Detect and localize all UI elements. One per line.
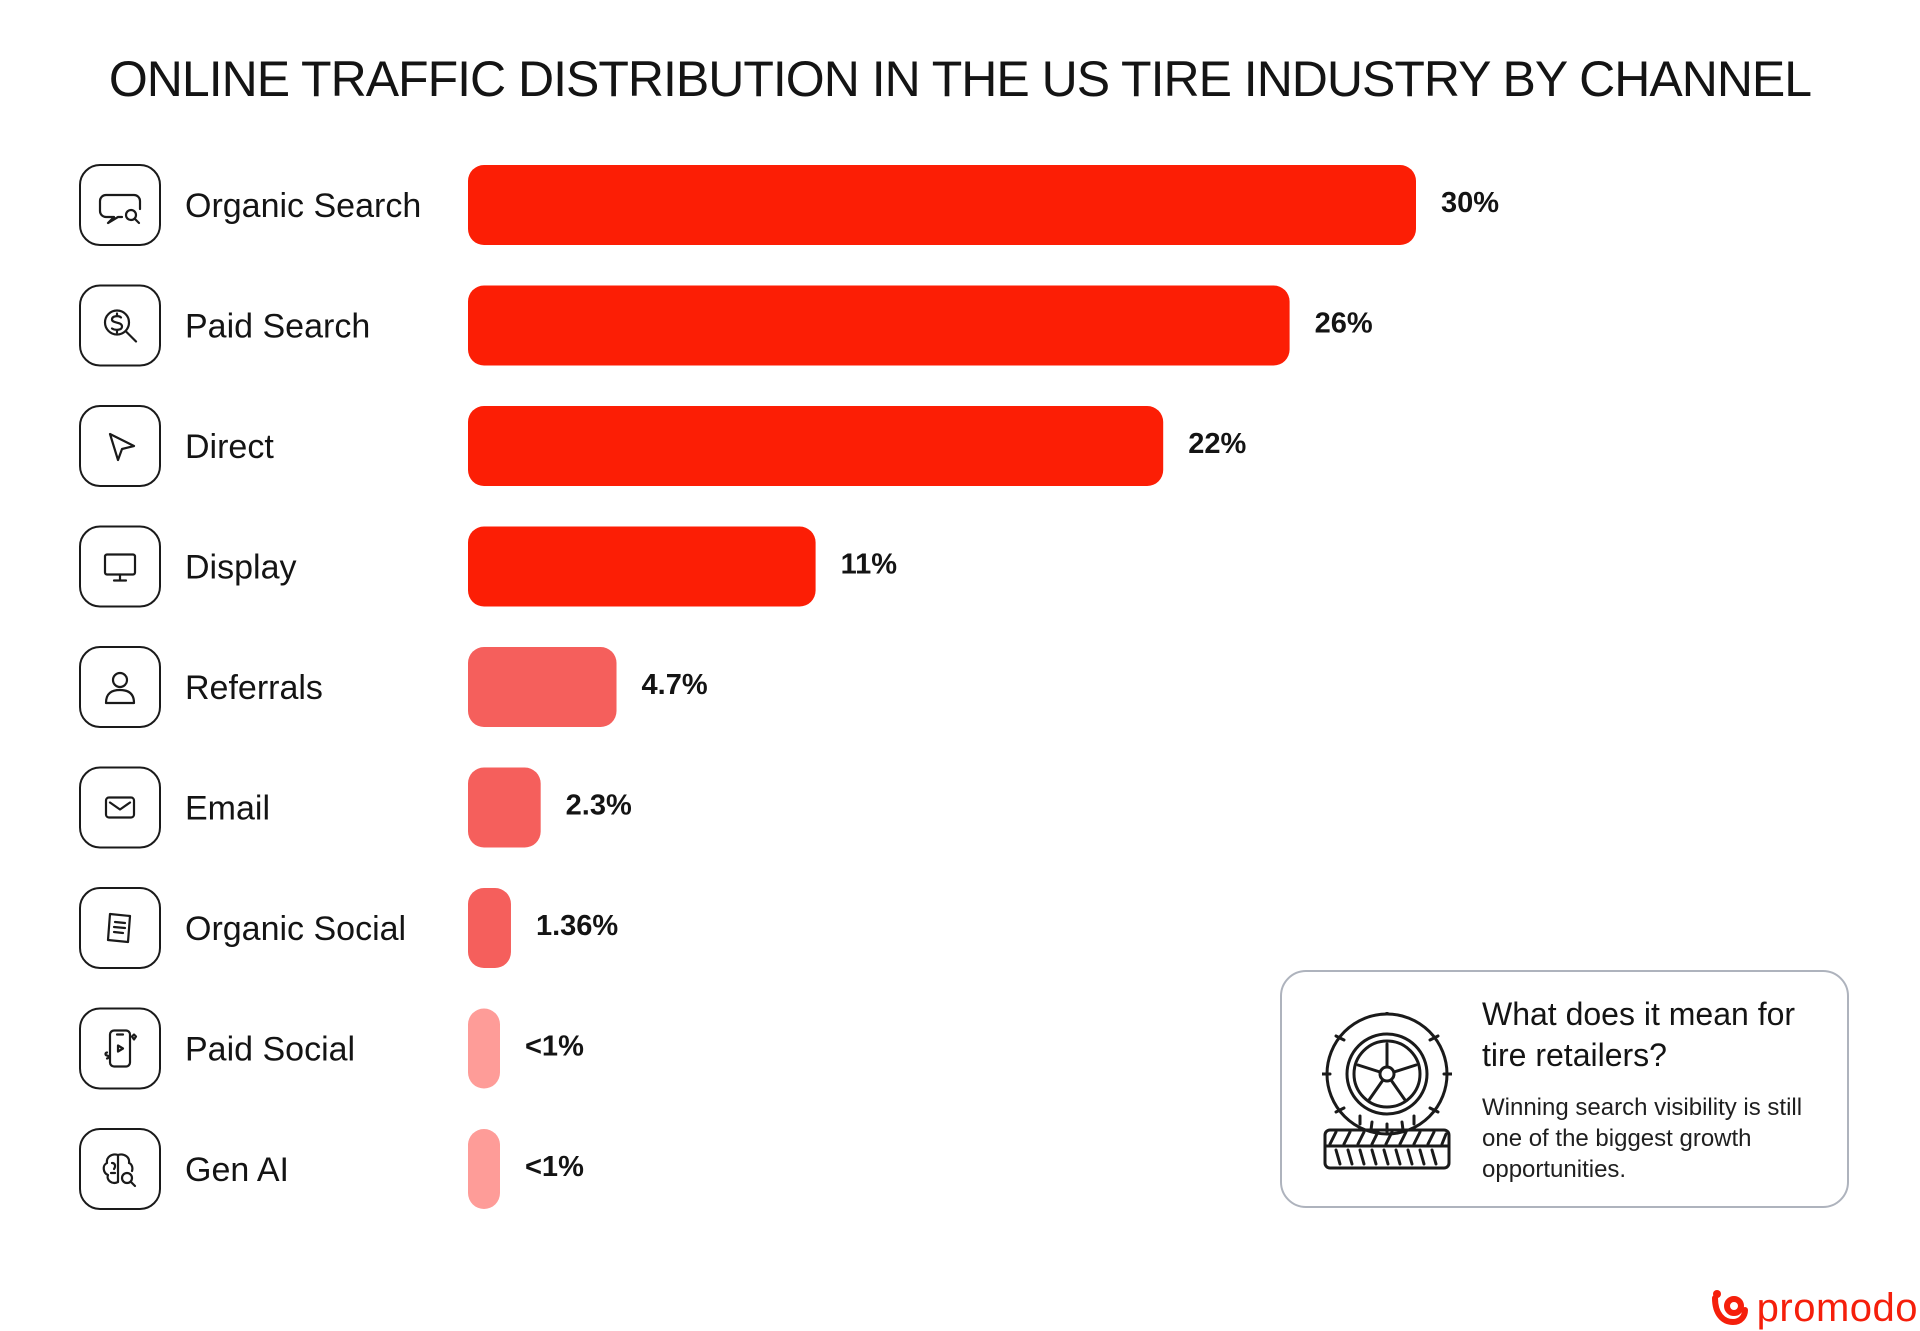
envelope-icon — [79, 766, 161, 849]
user-icon — [79, 646, 161, 728]
phone-social-icon — [79, 1007, 161, 1090]
promodo-logo-icon — [1711, 1290, 1748, 1326]
value-label-organic-social: 1.36% — [536, 910, 618, 942]
category-label-display: Display — [185, 549, 296, 587]
brain-search-icon — [79, 1128, 161, 1210]
bar-gen-ai — [468, 1129, 500, 1209]
category-label-organic-social: Organic Social — [185, 910, 406, 948]
bar-direct — [468, 406, 1164, 486]
bar-display — [468, 526, 816, 607]
bar-organic-search — [468, 165, 1416, 245]
category-label-paid-search: Paid Search — [185, 308, 370, 346]
bar-paid-social — [468, 1008, 500, 1089]
monitor-icon — [79, 525, 161, 608]
cursor-arrow-icon — [79, 405, 161, 487]
category-label-email: Email — [185, 790, 270, 828]
value-label-email: 2.3% — [566, 790, 632, 822]
bar-email — [468, 767, 541, 848]
category-label-paid-social: Paid Social — [185, 1031, 355, 1069]
category-label-direct: Direct — [185, 428, 274, 466]
category-label-organic-search: Organic Search — [185, 187, 421, 225]
bar-paid-search — [468, 285, 1290, 366]
category-label-referrals: Referrals — [185, 669, 323, 707]
value-label-paid-social: <1% — [525, 1031, 584, 1063]
value-label-direct: 22% — [1188, 428, 1246, 460]
bar-referrals — [468, 647, 617, 727]
chat-search-icon — [79, 164, 161, 246]
value-label-paid-search: 26% — [1315, 308, 1373, 340]
callout-title: What does it mean for tire retailers? — [1482, 996, 1796, 1073]
callout-body: Winning search visibility is still one o… — [1482, 1094, 1803, 1183]
brand-logo: promodo — [1709, 1286, 1918, 1330]
value-label-display: 11% — [841, 549, 898, 581]
value-label-gen-ai: <1% — [525, 1151, 584, 1183]
chart-title: ONLINE TRAFFIC DISTRIBUTION IN THE US TI… — [108, 51, 1812, 107]
document-icon — [79, 887, 161, 969]
dollar-search-icon — [79, 284, 161, 367]
tire-icon — [1322, 1012, 1452, 1170]
value-label-referrals: 4.7% — [642, 669, 708, 701]
category-label-gen-ai: Gen AI — [185, 1151, 289, 1189]
brand-name: promodo — [1756, 1285, 1918, 1330]
value-label-organic-search: 30% — [1441, 187, 1499, 219]
callout-box: What does it mean for tire retailers? Wi… — [1280, 970, 1849, 1208]
bar-organic-social — [468, 888, 511, 968]
